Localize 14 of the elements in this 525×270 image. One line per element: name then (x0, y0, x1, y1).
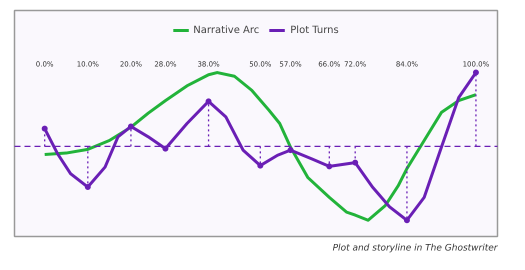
point (288, 147, 294, 154)
point (326, 163, 332, 170)
point (472, 70, 479, 76)
point (352, 160, 358, 166)
legend-label: Plot Turns (290, 24, 339, 36)
text: Plot and storyline in The Ghostwriter (332, 244, 499, 254)
point (206, 98, 212, 104)
point (404, 217, 410, 224)
point (128, 123, 134, 130)
point (257, 162, 264, 169)
legend-label: Narrative Arc (193, 24, 260, 36)
point (162, 146, 168, 152)
point (42, 126, 48, 132)
point (84, 184, 91, 190)
